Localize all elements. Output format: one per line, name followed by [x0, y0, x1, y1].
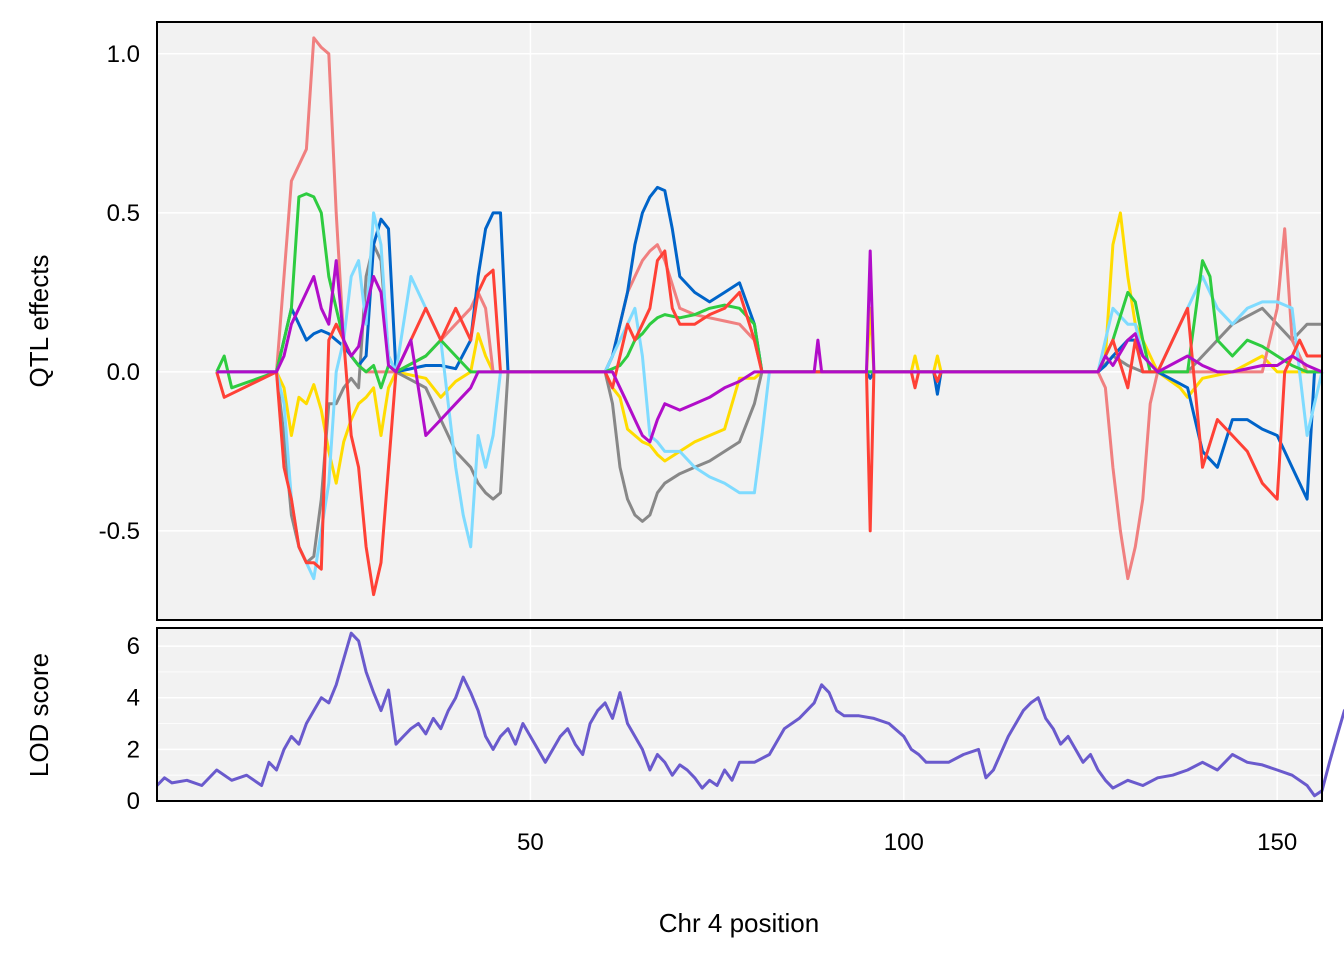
- effect-series-7: [216, 249, 1323, 444]
- x-axis-title: Chr 4 position: [659, 908, 819, 938]
- lod-panel-background: [157, 628, 1322, 801]
- effect-series-5: [215, 192, 1322, 390]
- lod-ytick-label: 2: [127, 736, 140, 763]
- effect-series-2: [216, 36, 1322, 581]
- effects-panel-frame: [156, 21, 1323, 621]
- lod-series-0: [155, 631, 1344, 798]
- effect-series-0: [216, 211, 1322, 485]
- xtick-label: 50: [517, 829, 544, 856]
- xtick-label: 150: [1257, 829, 1297, 856]
- lod-ytick-label: 4: [127, 685, 140, 712]
- effects-ylabel: QTL effects: [24, 255, 54, 388]
- effect-series-1: [216, 243, 1322, 565]
- tick-labels: -0.5 0.0 0.5 1.0 0 2 4 6 50 100 150: [99, 41, 1298, 856]
- effect-series-6: [215, 249, 1322, 597]
- xtick-label: 100: [884, 829, 924, 856]
- effects-ytick-label: 0.5: [107, 200, 140, 227]
- lod-ytick-label: 0: [127, 788, 140, 815]
- lod-ylabel: LOD score: [24, 653, 54, 777]
- effects-ytick-label: 1.0: [107, 41, 140, 68]
- lod-ytick-label: 6: [127, 633, 140, 660]
- series-lines: [155, 36, 1344, 798]
- effects-ytick-label: 0.0: [107, 359, 140, 386]
- effects-panel-background: [157, 22, 1322, 620]
- lod-panel-frame: [156, 627, 1323, 802]
- effects-ytick-label: -0.5: [99, 518, 140, 545]
